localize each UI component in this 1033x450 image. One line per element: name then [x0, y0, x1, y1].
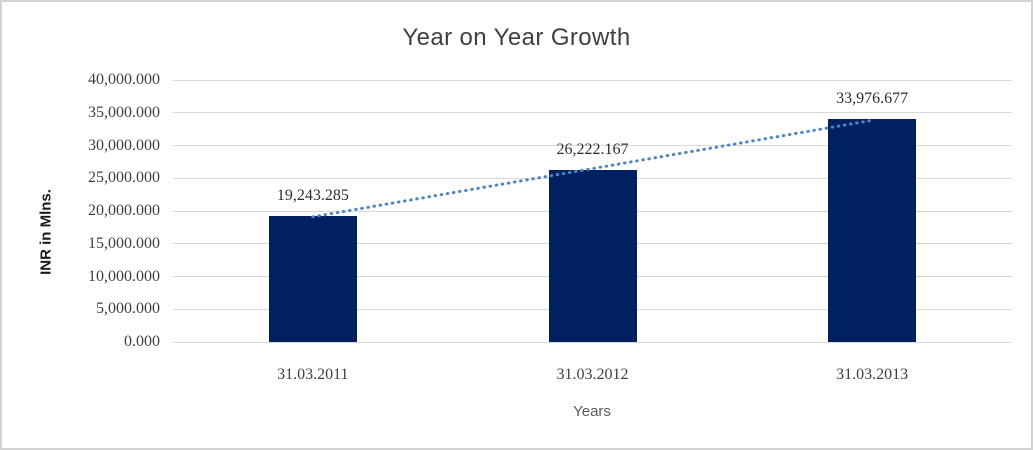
x-tick-label: 31.03.2012	[556, 366, 629, 383]
bar	[268, 215, 357, 342]
y-tick-label: 10,000.000	[88, 267, 160, 285]
data-label: 33,976.677	[836, 90, 909, 108]
gridline	[173, 112, 1012, 114]
data-label: 26,222.167	[556, 141, 629, 159]
gridline	[173, 145, 1012, 146]
y-tick-label: 35,000.000	[88, 103, 160, 121]
bar	[828, 119, 917, 342]
trendline	[311, 118, 874, 219]
y-tick-label: 0.000	[124, 333, 160, 350]
x-axis-title: Years	[573, 403, 611, 420]
x-tick-label: 31.03.2013	[836, 366, 909, 383]
y-tick-label: 15,000.000	[88, 234, 160, 252]
gridline	[173, 341, 1012, 343]
bar	[548, 170, 637, 342]
plot-area: 19,243.285 31.03.2011 26,222.167 31.03.2012…	[173, 79, 1012, 383]
gridline	[173, 79, 1012, 81]
chart-title: Year on Year Growth	[402, 24, 631, 51]
x-tick-label: 31.03.2011	[277, 366, 349, 383]
y-tick-label: 30,000.000	[88, 136, 160, 154]
y-tick-label: 25,000.000	[88, 169, 160, 187]
y-tick-label: 20,000.000	[88, 202, 160, 219]
y-tick-label: 40,000.000	[88, 71, 160, 88]
y-tick-label: 5,000.000	[96, 300, 160, 318]
data-label: 19,243.285	[276, 186, 349, 204]
